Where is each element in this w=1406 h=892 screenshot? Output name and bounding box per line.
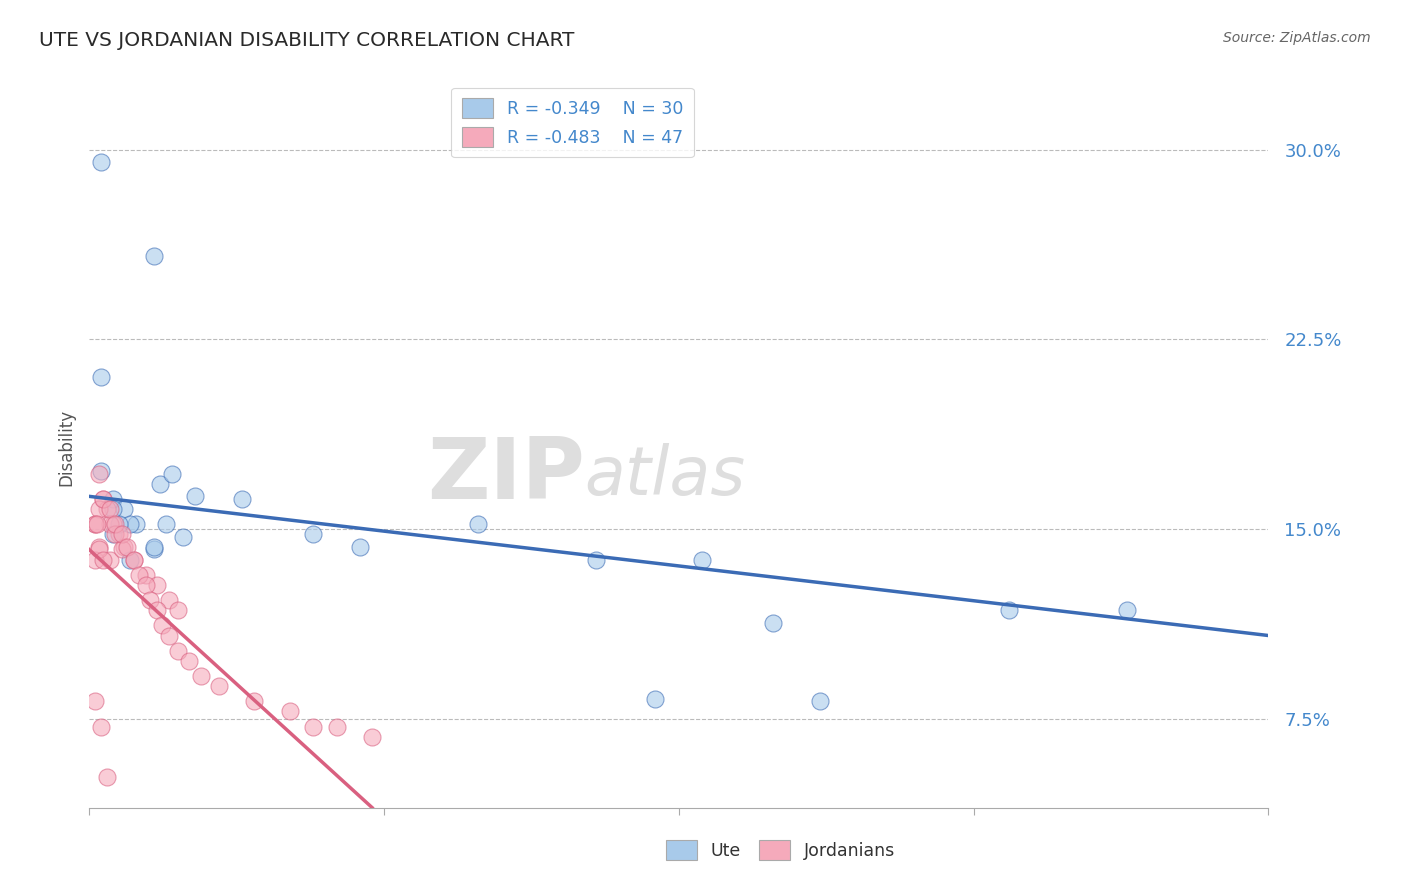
Point (101, 527, 124, 541)
Point (160, 467, 183, 481)
Point (135, 567, 157, 582)
Point (84, 552, 107, 566)
Point (125, 517, 148, 532)
Point (90, 720, 112, 734)
Point (87, 467, 110, 481)
Point (122, 552, 145, 566)
Point (91, 552, 114, 566)
Point (114, 502, 136, 516)
Point (179, 654, 201, 668)
Point (1116, 603, 1139, 617)
Point (114, 540, 136, 554)
Point (190, 669, 212, 683)
Legend: R = -0.349    N = 30, R = -0.483    N = 47: R = -0.349 N = 30, R = -0.483 N = 47 (451, 87, 693, 158)
Point (998, 603, 1021, 617)
Point (101, 517, 124, 532)
Text: ZIP: ZIP (426, 434, 585, 517)
Point (107, 517, 129, 532)
Point (349, 540, 371, 554)
Point (84, 517, 107, 532)
Point (184, 489, 207, 503)
Point (90, 464, 112, 478)
Point (142, 542, 165, 557)
Point (135, 578, 157, 592)
Point (101, 502, 124, 516)
Text: atlas: atlas (585, 442, 745, 508)
Point (98, 502, 121, 516)
Point (104, 517, 127, 532)
Point (808, 694, 831, 708)
Point (155, 517, 177, 532)
Point (208, 679, 231, 693)
Point (278, 705, 301, 719)
Point (90, 155, 112, 169)
Point (115, 540, 138, 554)
Point (87, 542, 110, 557)
Point (120, 552, 142, 566)
Point (86, 517, 108, 532)
Point (146, 603, 169, 617)
Point (243, 694, 266, 708)
Point (98, 552, 121, 566)
Legend: Ute, Jordanians: Ute, Jordanians (659, 833, 901, 867)
Point (101, 491, 124, 506)
Point (142, 249, 165, 263)
Point (84, 517, 107, 532)
Point (302, 720, 325, 734)
Point (361, 730, 384, 744)
Point (149, 476, 172, 491)
Point (302, 527, 325, 541)
Point (644, 691, 666, 706)
Point (692, 552, 714, 566)
Point (111, 542, 134, 557)
Point (91, 491, 114, 506)
Point (84, 694, 107, 708)
Point (87, 540, 110, 554)
Text: Source: ZipAtlas.com: Source: ZipAtlas.com (1223, 31, 1371, 45)
Point (326, 720, 349, 734)
Point (142, 540, 165, 554)
Point (157, 593, 180, 607)
Y-axis label: Disability: Disability (58, 409, 75, 485)
Point (762, 615, 785, 630)
Point (96, 770, 118, 784)
Point (139, 593, 162, 607)
Point (111, 527, 134, 541)
Point (96, 502, 118, 516)
Point (150, 618, 173, 632)
Point (231, 491, 253, 506)
Point (172, 530, 194, 544)
Point (120, 517, 142, 532)
Point (157, 628, 180, 642)
Point (166, 643, 188, 657)
Point (90, 370, 112, 384)
Point (166, 603, 188, 617)
Point (91, 491, 114, 506)
Point (467, 517, 489, 532)
Point (98, 517, 121, 532)
Point (87, 502, 110, 516)
Point (128, 567, 150, 582)
Text: UTE VS JORDANIAN DISABILITY CORRELATION CHART: UTE VS JORDANIAN DISABILITY CORRELATION … (39, 31, 575, 50)
Point (107, 527, 129, 541)
Point (146, 578, 169, 592)
Point (122, 552, 145, 566)
Point (585, 552, 607, 566)
Point (104, 527, 127, 541)
